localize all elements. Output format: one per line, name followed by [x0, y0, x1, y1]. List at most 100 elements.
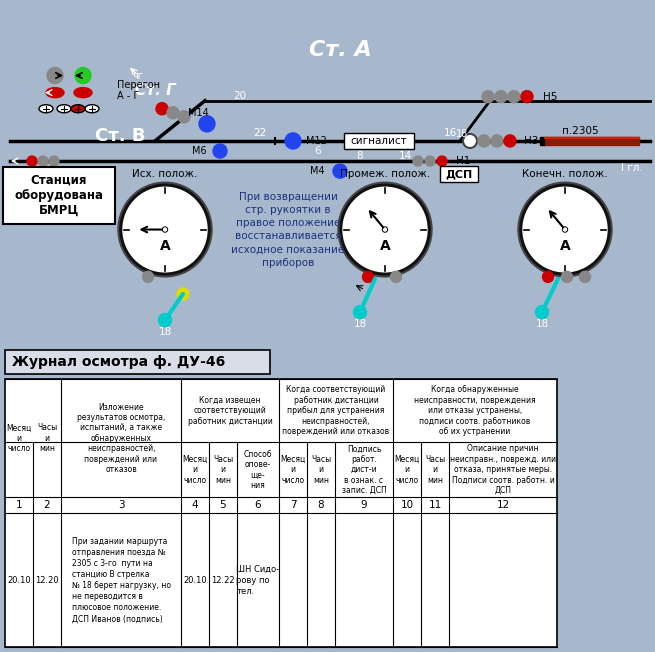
Text: Когда обнаруженные
неисправности, повреждения
или отказы устранены,
подписи соот: Когда обнаруженные неисправности, повреж… — [414, 385, 536, 436]
Circle shape — [362, 271, 373, 282]
Text: Ст. А: Ст. А — [309, 40, 371, 61]
Bar — [540, 137, 544, 145]
Circle shape — [518, 182, 612, 277]
Circle shape — [178, 111, 190, 123]
Text: Н5: Н5 — [543, 92, 557, 102]
Circle shape — [156, 103, 168, 115]
Text: I гл.: I гл. — [621, 163, 643, 173]
Text: Изложение
результатов осмотра,
испытаний, а также
обнаруженных
неисправностей,
п: Изложение результатов осмотра, испытаний… — [77, 402, 165, 474]
Circle shape — [491, 135, 503, 147]
Text: 18: 18 — [535, 319, 549, 329]
Text: Станция
оборудована
БМРЦ: Станция оборудована БМРЦ — [14, 174, 103, 217]
Circle shape — [413, 156, 423, 166]
Circle shape — [563, 227, 567, 232]
Circle shape — [333, 164, 347, 178]
Circle shape — [390, 271, 402, 282]
Circle shape — [285, 133, 301, 149]
Text: 8: 8 — [318, 500, 324, 510]
Text: Когда извещен
соответствующий
работник дистанции: Когда извещен соответствующий работник д… — [187, 396, 272, 426]
Text: Месяц
и
число: Месяц и число — [182, 455, 208, 484]
Text: Промеж. полож.: Промеж. полож. — [340, 169, 430, 179]
Text: При возвращении
стр. рукоятки в
правое положение
восстанавливается
исходное пока: При возвращении стр. рукоятки в правое п… — [231, 192, 345, 267]
Bar — [5, 379, 557, 647]
Text: А: А — [160, 239, 170, 252]
Text: 6: 6 — [314, 146, 322, 156]
Text: 6: 6 — [255, 500, 261, 510]
Text: 1: 1 — [16, 500, 22, 510]
FancyBboxPatch shape — [440, 166, 478, 182]
Circle shape — [159, 314, 172, 327]
Text: А: А — [380, 239, 390, 252]
Text: 16: 16 — [443, 128, 457, 138]
Text: Часы
и
мин: Часы и мин — [37, 423, 57, 453]
Circle shape — [75, 67, 91, 83]
Circle shape — [495, 91, 507, 102]
Text: 9: 9 — [361, 500, 367, 510]
Text: Часы
и
мин: Часы и мин — [311, 455, 331, 484]
Text: 14: 14 — [398, 151, 411, 161]
Text: М6: М6 — [193, 146, 207, 156]
Text: 18: 18 — [159, 327, 172, 337]
Circle shape — [425, 156, 435, 166]
Ellipse shape — [57, 105, 71, 113]
Text: Часы
и
мин: Часы и мин — [425, 455, 445, 484]
Text: ШН Сидо-
рову по
тел.: ШН Сидо- рову по тел. — [236, 565, 280, 596]
Text: 2: 2 — [44, 500, 50, 510]
Circle shape — [338, 182, 432, 277]
Circle shape — [383, 227, 388, 232]
Circle shape — [38, 156, 48, 166]
Bar — [5, 350, 270, 374]
Text: Описание причин
неисправн., поврежд. или
отказа, принятые меры.
Подписи соотв. р: Описание причин неисправн., поврежд. или… — [450, 445, 556, 495]
Text: 20: 20 — [233, 91, 246, 100]
Text: 12: 12 — [496, 500, 510, 510]
Text: 10: 10 — [400, 500, 413, 510]
Ellipse shape — [46, 87, 64, 98]
Bar — [544, 137, 639, 145]
Circle shape — [523, 187, 607, 272]
Text: М4: М4 — [310, 166, 325, 176]
Text: Когда соответствующий
работник дистанции
прибыл для устранения
неисправностей,
п: Когда соответствующий работник дистанции… — [282, 385, 390, 436]
Circle shape — [478, 135, 490, 147]
Text: Месяц
и
число: Месяц и число — [7, 423, 31, 453]
Ellipse shape — [74, 87, 92, 98]
Circle shape — [383, 228, 386, 231]
Circle shape — [463, 134, 477, 148]
Text: Ст. Г: Ст. Г — [134, 83, 176, 98]
Text: 7: 7 — [290, 500, 296, 510]
Bar — [544, 137, 639, 138]
Circle shape — [49, 156, 59, 166]
Circle shape — [120, 185, 210, 275]
Circle shape — [162, 227, 168, 232]
Circle shape — [482, 91, 494, 102]
FancyBboxPatch shape — [344, 133, 414, 149]
Text: 18: 18 — [354, 319, 367, 329]
Text: 20.10: 20.10 — [7, 576, 31, 585]
Text: Подпись
работ.
дист-и
в ознак. с
запис. ДСП: Подпись работ. дист-и в ознак. с запис. … — [342, 445, 386, 495]
Circle shape — [213, 144, 227, 158]
Text: 22: 22 — [253, 128, 267, 138]
FancyBboxPatch shape — [3, 167, 115, 224]
Ellipse shape — [39, 105, 53, 113]
Circle shape — [167, 107, 179, 119]
Circle shape — [177, 288, 189, 300]
Text: 3: 3 — [118, 500, 124, 510]
Text: сигналист: сигналист — [350, 136, 407, 146]
Circle shape — [340, 185, 430, 275]
Circle shape — [561, 271, 572, 282]
Circle shape — [47, 67, 63, 83]
Text: 18: 18 — [456, 129, 468, 139]
Circle shape — [520, 185, 610, 275]
Circle shape — [199, 116, 215, 132]
Text: чд: чд — [12, 164, 24, 174]
Circle shape — [27, 156, 37, 166]
Circle shape — [542, 271, 553, 282]
Circle shape — [164, 228, 166, 231]
Text: При задании маршрута
отправления поезда №
2305 с 3-го  пути на
станцию В стрелка: При задании маршрута отправления поезда … — [71, 537, 170, 623]
Text: 8: 8 — [357, 151, 364, 161]
Circle shape — [123, 187, 207, 272]
Circle shape — [508, 91, 520, 102]
Text: Н1: Н1 — [456, 156, 470, 166]
Circle shape — [437, 156, 447, 166]
Text: 4: 4 — [192, 500, 198, 510]
Text: М14: М14 — [187, 108, 208, 118]
